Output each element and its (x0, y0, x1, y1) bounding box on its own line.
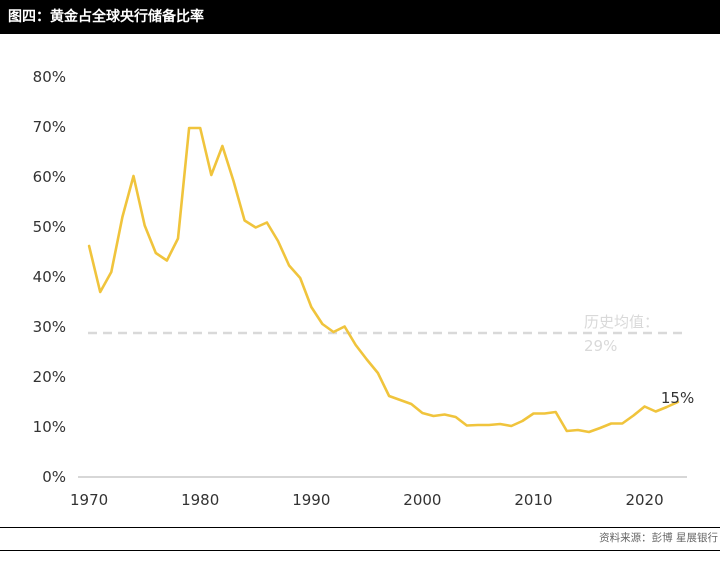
x-tick-label: 1980 (181, 491, 219, 509)
y-tick-label: 70% (33, 118, 66, 136)
footer-rule-top (0, 527, 720, 528)
historical-average-label: 历史均值： (584, 313, 659, 331)
x-tick-label: 1990 (292, 491, 330, 509)
y-tick-label: 50% (33, 218, 66, 236)
y-tick-label: 40% (33, 268, 66, 286)
title-bar: 图四：黄金占全球央行储备比率 (0, 0, 720, 34)
y-tick-label: 20% (33, 368, 66, 386)
y-tick-label: 30% (33, 318, 66, 336)
x-tick-label: 2010 (514, 491, 552, 509)
footer-rule-bottom (0, 550, 720, 551)
source-note: 资料来源：彭博 星展银行 (599, 532, 718, 544)
y-tick-label: 80% (33, 68, 66, 86)
x-tick-label: 1970 (70, 491, 108, 509)
y-tick-label: 60% (33, 168, 66, 186)
end-value-label: 15% (661, 389, 694, 407)
chart-title: 图四：黄金占全球央行储备比率 (8, 9, 204, 25)
y-tick-label: 0% (42, 468, 66, 486)
x-tick-label: 2000 (403, 491, 441, 509)
x-tick-label: 2020 (625, 491, 663, 509)
gold-share-series-line (87, 126, 680, 434)
y-tick-label: 10% (33, 418, 66, 436)
historical-average-value: 29% (584, 337, 617, 355)
gold-reserve-line-chart: 0% 10% 20% 30% 40% 50% 60% 70% 80% 1970 1980 1990 20… (33, 68, 695, 509)
